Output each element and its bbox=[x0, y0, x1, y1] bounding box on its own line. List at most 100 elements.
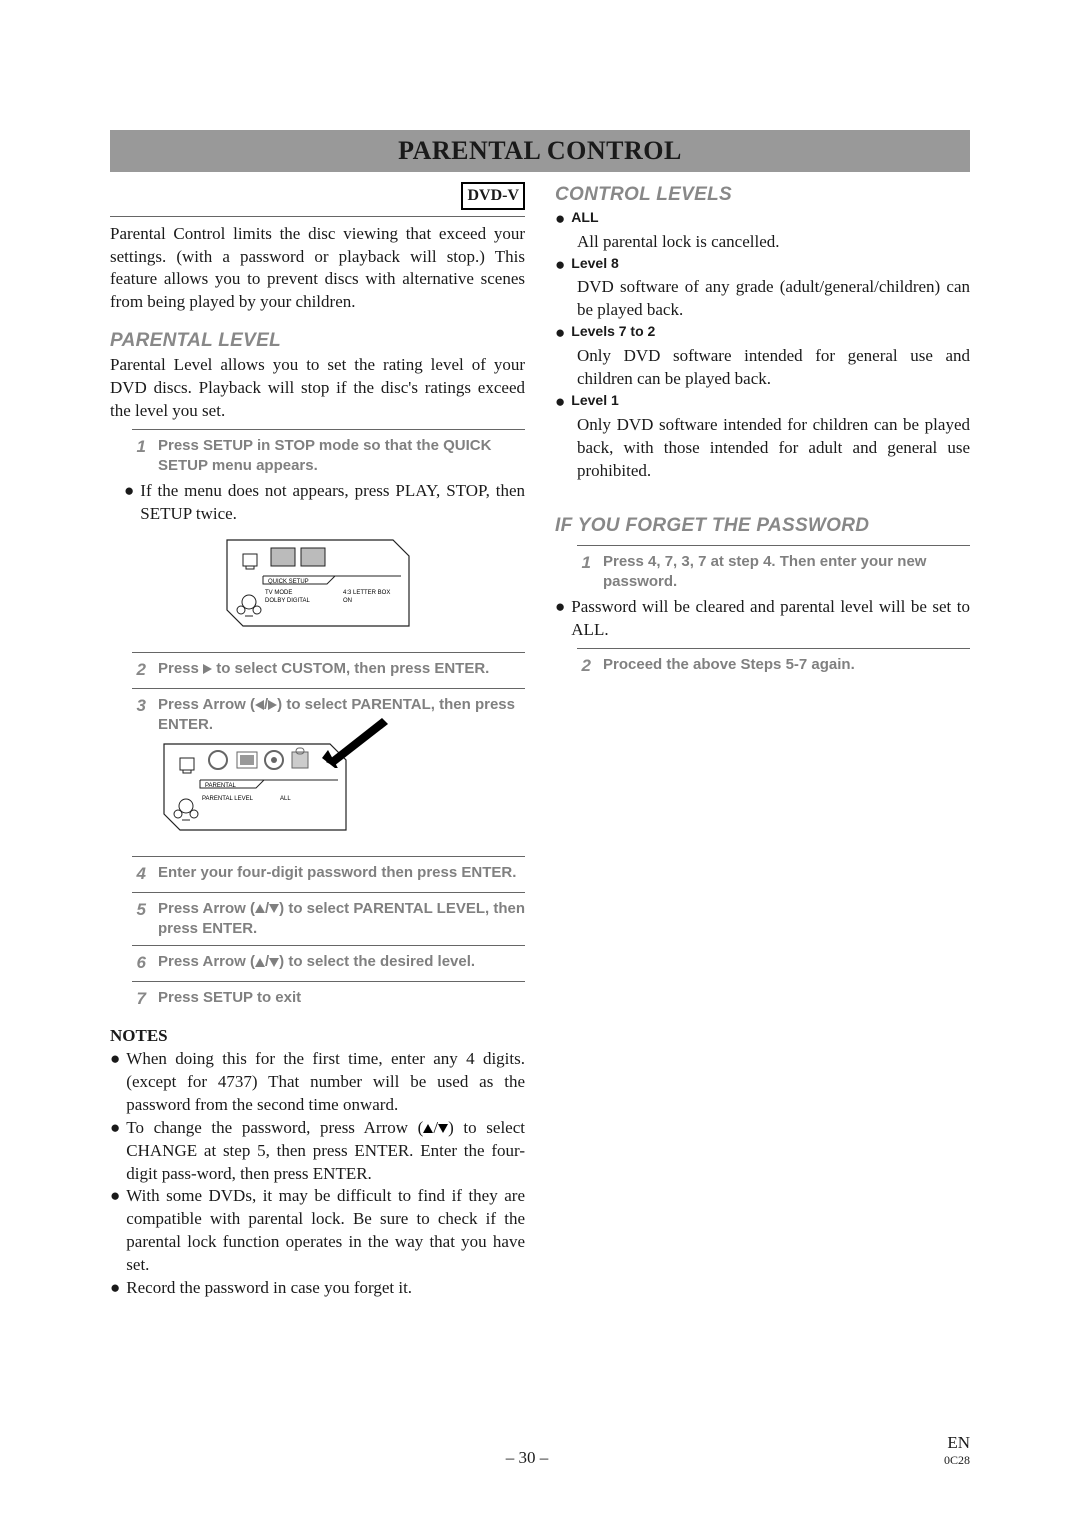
note-text: If the menu does not appears, press PLAY… bbox=[140, 480, 525, 526]
left-arrow-icon bbox=[255, 700, 264, 710]
step-text: Press 4, 7, 3, 7 at step 4. Then enter y… bbox=[603, 552, 970, 593]
step-number: 6 bbox=[132, 952, 146, 975]
forgot-password-heading: IF YOU FORGET THE PASSWORD bbox=[555, 513, 970, 539]
intro-text: Parental Control limits the disc viewing… bbox=[110, 223, 525, 315]
bullet-dot: ● bbox=[110, 1277, 120, 1300]
note-1: ● When doing this for the first time, en… bbox=[110, 1048, 525, 1117]
up-arrow-icon bbox=[255, 904, 265, 913]
level-text: DVD software of any grade (adult/general… bbox=[555, 276, 970, 322]
step-number: 1 bbox=[132, 436, 146, 477]
divider bbox=[132, 856, 525, 857]
step2-b: to select CUSTOM, then press ENTER. bbox=[212, 660, 489, 677]
step-text: Press to select CUSTOM, then press ENTER… bbox=[158, 659, 489, 682]
note-4: ● Record the password in case you forget… bbox=[110, 1277, 525, 1300]
bullet-dot: ● bbox=[110, 1185, 120, 1277]
svg-text:PARENTAL LEVEL: PARENTAL LEVEL bbox=[202, 796, 254, 802]
step-5: 5 Press Arrow (/) to select PARENTAL LEV… bbox=[110, 899, 525, 940]
svg-text:ALL: ALL bbox=[280, 796, 291, 802]
step-number: 3 bbox=[132, 695, 146, 736]
footer-lang: EN bbox=[947, 1433, 970, 1452]
left-column: DVD-V Parental Control limits the disc v… bbox=[110, 182, 525, 1300]
footer-code-text: 0C28 bbox=[944, 1453, 970, 1467]
level-text: Only DVD software intended for general u… bbox=[555, 345, 970, 391]
note-2: ● To change the password, press Arrow (/… bbox=[110, 1117, 525, 1186]
bullet-dot: ● bbox=[555, 391, 565, 414]
dvd-v-badge: DVD-V bbox=[461, 182, 525, 210]
footer-code: EN 0C28 bbox=[944, 1433, 970, 1468]
step-7: 7 Press SETUP to exit bbox=[110, 988, 525, 1011]
step-2: 2 Press to select CUSTOM, then press ENT… bbox=[110, 659, 525, 682]
step-text: Enter your four-digit password then pres… bbox=[158, 863, 516, 886]
up-arrow-icon bbox=[423, 1124, 433, 1133]
level-text: Only DVD software intended for children … bbox=[555, 414, 970, 483]
step-number: 2 bbox=[132, 659, 146, 682]
down-arrow-icon bbox=[438, 1124, 448, 1133]
forgot-step-1: 1 Press 4, 7, 3, 7 at step 4. Then enter… bbox=[555, 552, 970, 593]
divider bbox=[132, 652, 525, 653]
note2-a: To change the password, press Arrow ( bbox=[126, 1118, 423, 1137]
bullet-dot: ● bbox=[124, 480, 134, 526]
quick-setup-diagram: QUICK SETUP TV MODE 4:3 LETTER BOX DOLBY… bbox=[223, 536, 413, 646]
notes-heading: NOTES bbox=[110, 1025, 525, 1048]
right-column: CONTROL LEVELS ●ALL All parental lock is… bbox=[555, 182, 970, 1300]
step-1-note: ● If the menu does not appears, press PL… bbox=[110, 480, 525, 526]
svg-text:ON: ON bbox=[343, 598, 352, 604]
step6-b: ) to select the desired level. bbox=[279, 953, 475, 970]
note-text: Record the password in case you forget i… bbox=[126, 1277, 525, 1300]
page-number: – 30 – bbox=[506, 1448, 549, 1468]
control-level-8: ● Level 8 DVD software of any grade (adul… bbox=[555, 254, 970, 323]
parental-level-body: Parental Level allows you to set the rat… bbox=[110, 354, 525, 423]
page-title: PARENTAL CONTROL bbox=[398, 136, 682, 165]
divider bbox=[132, 892, 525, 893]
svg-text:PARENTAL: PARENTAL bbox=[205, 783, 236, 789]
level-label: ALL bbox=[571, 208, 598, 231]
bullet-dot: ● bbox=[110, 1117, 120, 1186]
step-text: Press SETUP to exit bbox=[158, 988, 301, 1011]
step-number: 1 bbox=[577, 552, 591, 593]
step-6: 6 Press Arrow (/) to select the desired … bbox=[110, 952, 525, 975]
divider bbox=[132, 688, 525, 689]
control-levels-heading: CONTROL LEVELS bbox=[555, 182, 970, 208]
note-3: ● With some DVDs, it may be difficult to… bbox=[110, 1185, 525, 1277]
divider bbox=[577, 545, 970, 546]
down-arrow-icon bbox=[269, 904, 279, 913]
step-number: 2 bbox=[577, 655, 591, 678]
right-arrow-icon bbox=[203, 664, 212, 674]
bullet-dot: ● bbox=[555, 254, 565, 277]
parental-diagram-wrap: PARENTAL PARENTAL LEVEL ALL bbox=[150, 740, 410, 850]
step6-a: Press Arrow ( bbox=[158, 953, 255, 970]
parental-level-heading: PARENTAL LEVEL bbox=[110, 328, 525, 354]
pointer-arrow-icon bbox=[322, 718, 392, 768]
step-text: Press Arrow (/) to select PARENTAL LEVEL… bbox=[158, 899, 525, 940]
forgot-step-2: 2 Proceed the above Steps 5-7 again. bbox=[555, 655, 970, 678]
divider bbox=[577, 648, 970, 649]
step2-a: Press bbox=[158, 660, 203, 677]
level-label: Levels 7 to 2 bbox=[571, 322, 655, 345]
control-level-7-2: ●Levels 7 to 2 Only DVD software intende… bbox=[555, 322, 970, 391]
step3-a: Press Arrow ( bbox=[158, 696, 255, 713]
bullet-dot: ● bbox=[110, 1048, 120, 1117]
divider bbox=[110, 216, 525, 217]
svg-text:QUICK SETUP: QUICK SETUP bbox=[268, 579, 309, 585]
level-label: Level 1 bbox=[571, 391, 618, 414]
control-level-1: ● Level 1 Only DVD software intended for … bbox=[555, 391, 970, 483]
step-number: 7 bbox=[132, 988, 146, 1011]
note-text: To change the password, press Arrow (/) … bbox=[126, 1117, 525, 1186]
svg-text:TV MODE: TV MODE bbox=[265, 590, 292, 596]
bullet-dot: ● bbox=[555, 208, 565, 231]
step-number: 5 bbox=[132, 899, 146, 940]
step-4: 4 Enter your four-digit password then pr… bbox=[110, 863, 525, 886]
badge-row: DVD-V bbox=[110, 182, 525, 210]
step-number: 4 bbox=[132, 863, 146, 886]
step-text: Press Arrow (/) to select the desired le… bbox=[158, 952, 475, 975]
svg-text:DOLBY DIGITAL: DOLBY DIGITAL bbox=[265, 598, 310, 604]
note-text: When doing this for the first time, ente… bbox=[126, 1048, 525, 1117]
bullet-dot: ● bbox=[555, 596, 565, 642]
step5-a: Press Arrow ( bbox=[158, 900, 255, 917]
svg-text:4:3 LETTER BOX: 4:3 LETTER BOX bbox=[343, 590, 390, 596]
down-arrow-icon bbox=[269, 958, 279, 967]
level-label: Level 8 bbox=[571, 254, 618, 277]
two-column-layout: DVD-V Parental Control limits the disc v… bbox=[110, 182, 970, 1300]
step-1: 1 Press SETUP in STOP mode so that the Q… bbox=[110, 436, 525, 477]
up-arrow-icon bbox=[255, 958, 265, 967]
